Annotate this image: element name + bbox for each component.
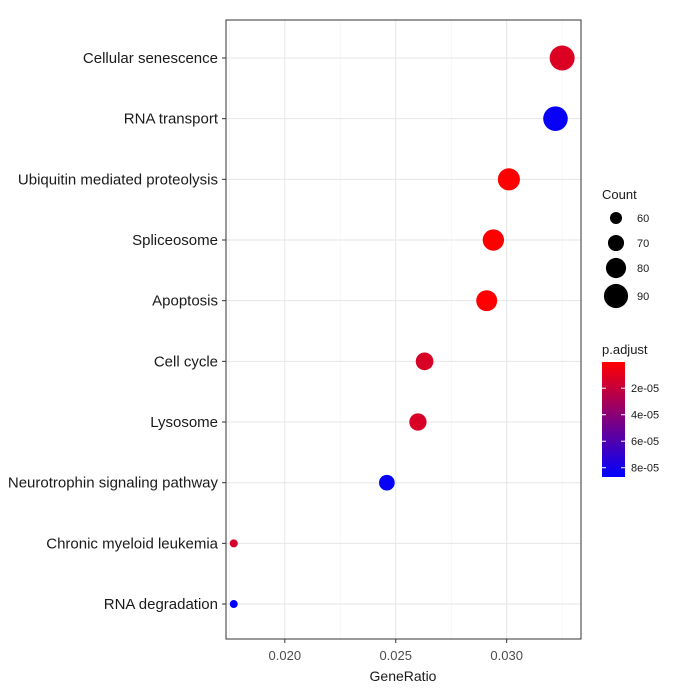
plot-panel-border [225, 19, 582, 640]
data-point [482, 229, 505, 251]
color-legend-label: 6e-05 [631, 436, 659, 448]
data-points [229, 45, 575, 609]
size-legend-label: 70 [637, 238, 649, 250]
color-legend-label: 8e-05 [631, 463, 659, 475]
y-tick-label: Cell cycle [154, 353, 218, 370]
data-point [229, 539, 238, 548]
size-legend: Count 60 70 80 90 [602, 187, 649, 309]
color-legend: p.adjust 2e-05 4e-05 6e-05 8e-05 [602, 342, 659, 477]
x-tick-label: 0.025 [379, 648, 412, 663]
data-point [379, 474, 395, 491]
size-legend-label: 80 [637, 263, 649, 275]
y-tick-label: Apoptosis [152, 293, 218, 310]
data-point [549, 45, 575, 71]
color-legend-label: 2e-05 [631, 383, 659, 395]
size-legend-key [607, 234, 625, 252]
data-point [543, 106, 568, 131]
data-point [229, 600, 238, 609]
y-tick-label: Neurotrophin signaling pathway [8, 475, 219, 492]
data-point [476, 290, 498, 312]
grid-lines [226, 20, 581, 639]
y-tick-label: Ubiquitin mediated proteolysis [18, 171, 218, 188]
data-point [409, 413, 427, 431]
x-tick-label: 0.020 [269, 648, 302, 663]
x-axis-title: GeneRatio [370, 668, 437, 684]
color-legend-label: 4e-05 [631, 410, 659, 422]
color-legend-title: p.adjust [602, 342, 648, 357]
data-point [415, 352, 434, 371]
size-legend-key [603, 283, 629, 309]
y-tick-label: RNA degradation [104, 596, 218, 613]
y-tick-label: Cellular senescence [83, 50, 218, 67]
size-legend-label: 90 [637, 291, 649, 303]
size-legend-label: 60 [637, 213, 649, 225]
y-tick-label: Chronic myeloid leukemia [46, 535, 218, 552]
data-point [497, 168, 520, 191]
size-legend-key [609, 211, 623, 225]
y-tick-label: Lysosome [150, 414, 218, 431]
x-axis-ticks: 0.020 0.025 0.030 [269, 639, 523, 663]
y-tick-label: Spliceosome [132, 232, 218, 249]
size-legend-title: Count [602, 187, 637, 202]
y-tick-label: RNA transport [124, 111, 219, 128]
x-tick-label: 0.030 [490, 648, 523, 663]
size-legend-key [605, 257, 627, 279]
color-legend-gradient-bar [602, 362, 625, 477]
y-axis-category-labels: Cellular senescence RNA transport Ubiquiti… [8, 50, 226, 613]
